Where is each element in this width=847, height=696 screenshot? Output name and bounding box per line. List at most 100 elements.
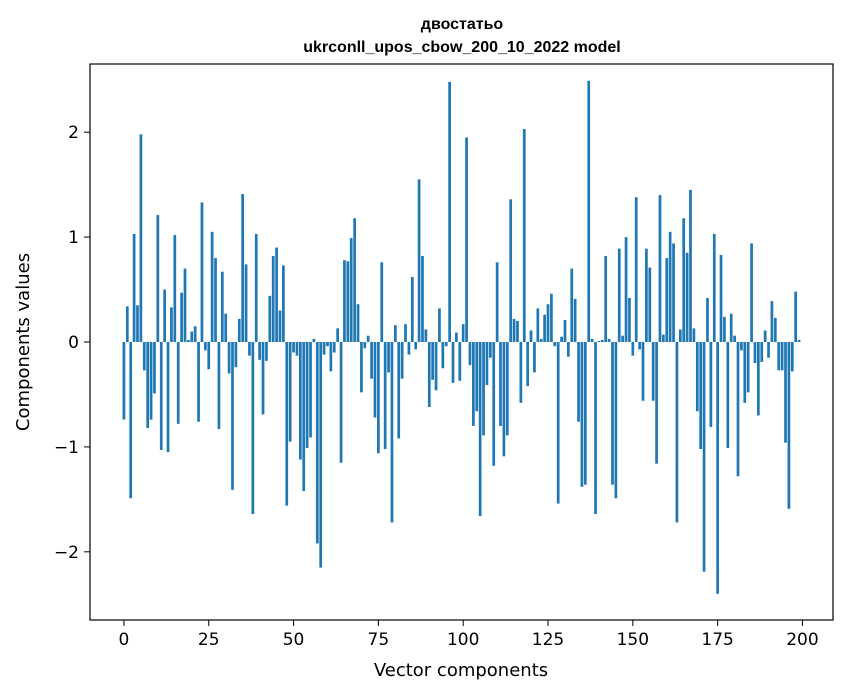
bar [634,197,638,342]
bar [190,331,194,342]
y-tick-label: −2 [54,543,79,563]
bar [410,276,414,342]
bar [322,342,326,355]
bar [139,134,143,342]
bar [461,324,465,342]
bar [122,342,126,420]
bar [346,261,350,342]
bar [343,260,346,342]
bar [129,342,133,499]
bar [268,295,272,342]
bar [750,243,753,342]
bar [444,342,448,347]
bar [787,342,791,509]
bar [142,342,146,371]
bar [719,254,723,342]
bar [709,342,713,427]
y-tick-label: 2 [68,123,79,143]
bar [377,342,380,454]
bar [315,342,319,544]
bar [336,328,340,342]
bar [458,342,462,381]
bar [723,316,726,342]
x-tick-label: 125 [532,630,564,650]
bar [360,342,363,393]
bar [716,342,719,594]
bar [214,258,217,342]
bar [275,247,278,342]
bar [282,265,285,342]
bar [692,328,696,342]
bar [505,342,509,436]
bar [740,342,743,351]
bar [125,306,129,342]
bar [784,342,787,443]
bar [631,342,635,356]
bar [197,342,200,422]
bar [645,248,648,342]
bar [434,342,438,391]
bar [648,267,652,342]
bar [706,297,709,342]
bar [614,342,618,499]
bar [773,317,777,342]
bar [757,342,760,416]
bar [651,342,655,401]
bar [332,342,336,353]
y-axis-label: Components values [13,253,34,431]
x-tick-label: 175 [701,630,733,650]
x-tick-label: 50 [283,630,305,650]
bar [604,255,608,342]
bar [393,325,397,342]
bar [465,137,468,342]
bar [753,342,757,363]
bar [373,342,377,418]
bar [163,289,166,342]
bar [312,338,316,342]
x-tick-label: 100 [447,630,479,650]
bar [397,342,401,439]
bar [573,298,577,342]
x-axis-label: Vector components [374,660,548,681]
bar [590,338,594,342]
x-tick-label: 200 [786,630,818,650]
bar [628,297,631,342]
bar [777,342,781,371]
bar [295,342,299,356]
bar [726,342,730,448]
bar [546,304,550,342]
bar [485,342,489,386]
bar [234,342,238,368]
bar [431,342,435,380]
bar [288,342,292,442]
bar [736,342,740,477]
bar [699,342,703,449]
x-tick-label: 0 [119,630,130,650]
bars [122,80,801,594]
bar [207,342,211,370]
bar [366,335,370,342]
bar [441,342,445,369]
bar [621,335,625,342]
bar [583,342,587,485]
bar [258,342,261,360]
bar [407,342,411,355]
chart-title: двостатьо [421,16,504,33]
bar [404,324,407,342]
y-axis-ticks: −2 −1 0 1 2 [54,123,90,563]
bar [183,268,187,342]
bar [733,335,736,342]
bar [624,237,628,342]
bar [424,329,428,342]
bar [641,342,645,401]
bar [217,342,221,430]
bar [153,342,156,394]
bar [414,342,418,350]
bar [210,231,214,342]
bar [383,342,387,449]
bar [231,342,234,490]
bar [488,342,492,358]
bar [173,235,177,342]
bar [743,342,747,403]
